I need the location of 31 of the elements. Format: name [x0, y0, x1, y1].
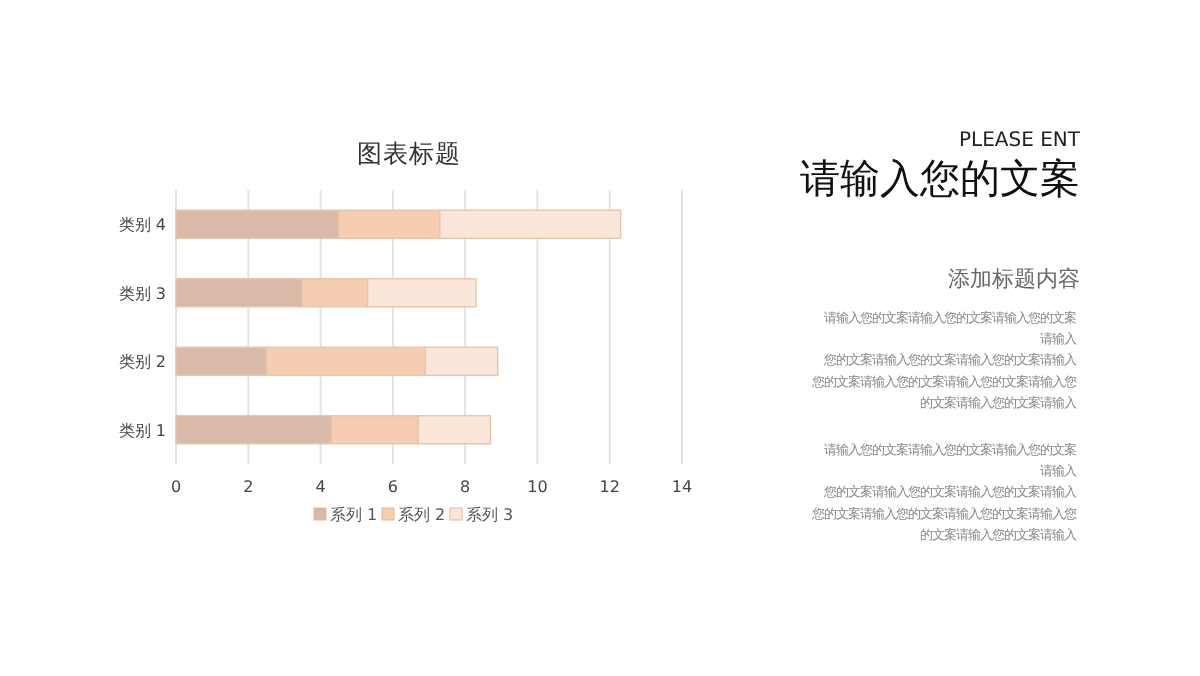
bar: [366, 278, 477, 308]
bar: [301, 278, 369, 308]
x-tick-label: 2: [243, 478, 254, 496]
chart-title: 图表标题: [357, 138, 461, 168]
bar: [439, 209, 622, 239]
text: 添加标题内容: [948, 266, 1080, 292]
bar: [337, 209, 441, 239]
legend-label: 系列 1: [330, 506, 378, 524]
bar: [265, 346, 427, 376]
bar: [175, 278, 304, 308]
bar: [424, 346, 499, 376]
y-tick-label: 类别 2: [118, 353, 166, 372]
legend-label: 系列 3: [466, 506, 514, 524]
x-tick-label: 6: [387, 478, 398, 496]
y-tick-label: 类别 3: [118, 284, 166, 303]
x-tick-label: 4: [315, 478, 326, 496]
x-tick-label: 8: [460, 478, 471, 496]
text: PLEASE ENT: [958, 130, 1082, 152]
x-tick-label: 10: [527, 478, 548, 496]
bar: [175, 346, 268, 376]
text: 请输入您的文案: [800, 154, 1080, 202]
bar: [417, 415, 492, 445]
bar: [330, 415, 419, 445]
bar: [175, 415, 333, 445]
bar: [175, 209, 340, 239]
x-tick-label: 12: [599, 478, 620, 496]
y-tick-label: 类别 4: [118, 216, 166, 235]
x-tick-label: 14: [671, 478, 693, 496]
legend-label: 系列 2: [398, 506, 446, 524]
y-tick-label: 类别 1: [118, 421, 166, 440]
x-tick-label: 0: [170, 478, 182, 496]
